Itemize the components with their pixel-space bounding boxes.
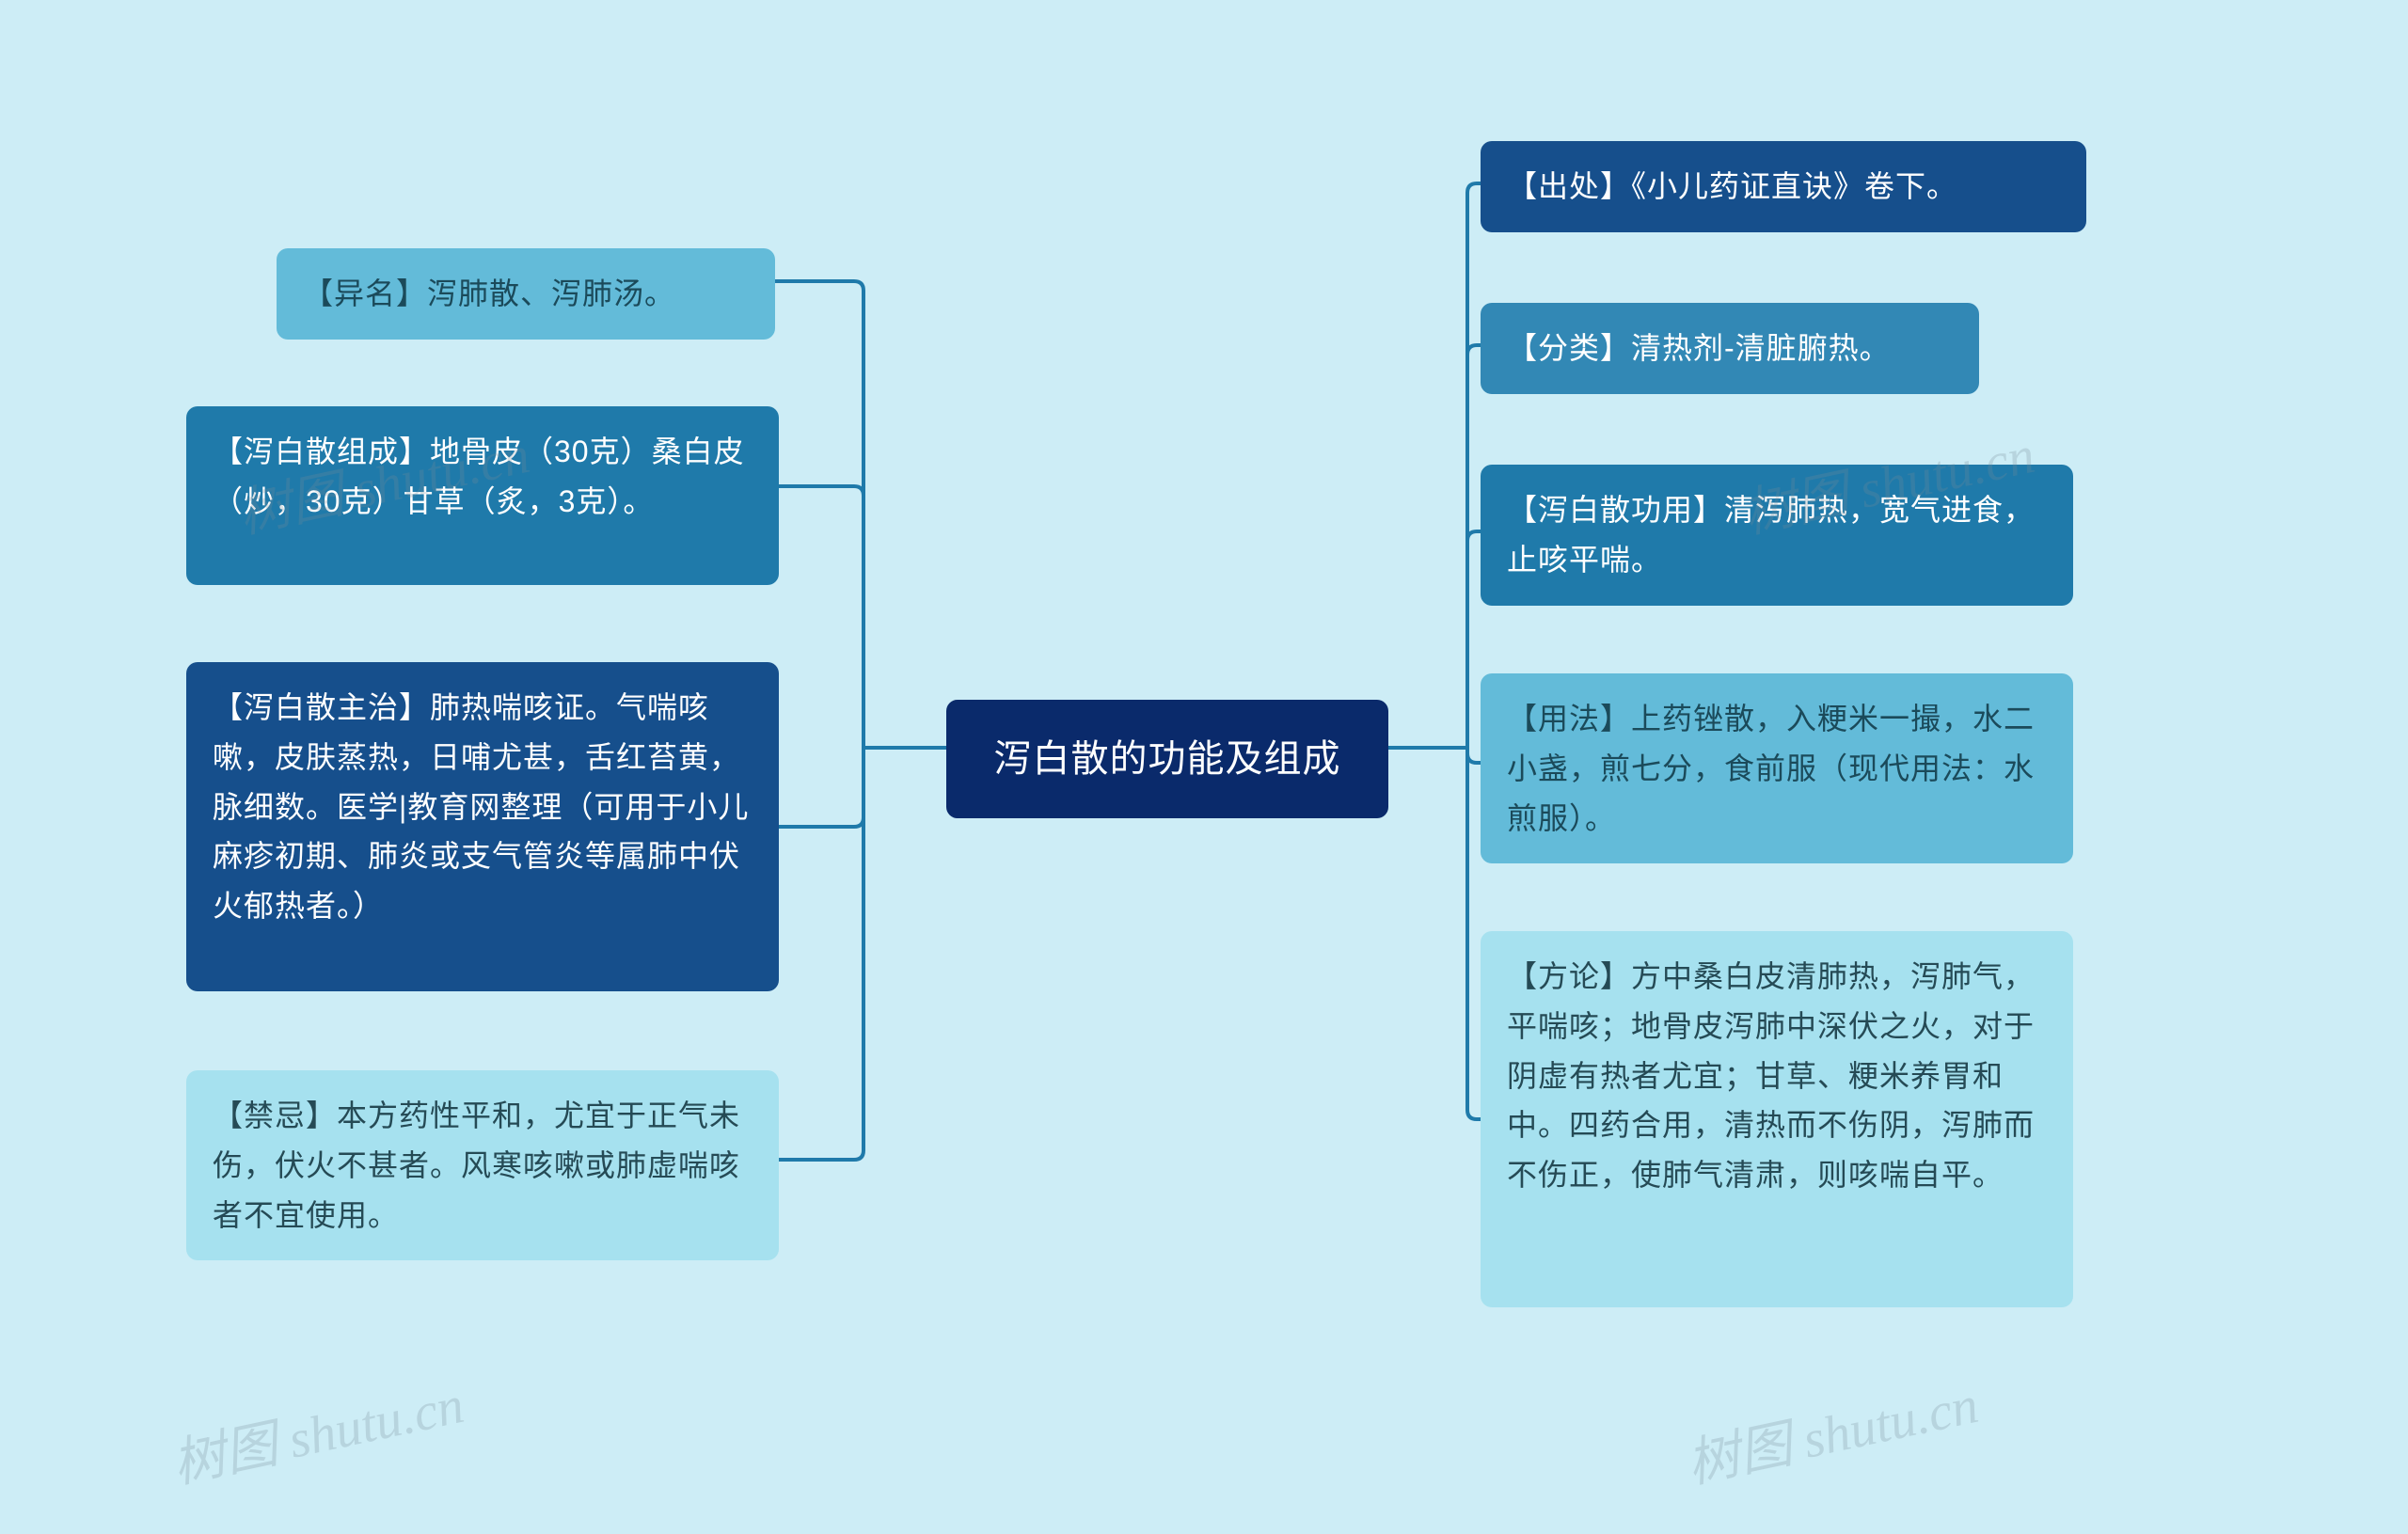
watermark: 树图 shutu.cn — [1679, 1362, 1984, 1498]
right-node-2: 【泻白散功用】清泻肺热，宽气进食，止咳平喘。 — [1481, 465, 2073, 606]
center-node-label: 泻白散的功能及组成 — [994, 738, 1341, 780]
right-node-3: 【用法】上药锉散，入粳米一撮，水二小盏，煎七分，食前服（现代用法：水煎服）。 — [1481, 673, 2073, 863]
left-node-3: 【禁忌】本方药性平和，尤宜于正气未伤，伏火不甚者。风寒咳嗽或肺虚喘咳者不宜使用。 — [186, 1070, 779, 1260]
right-node-1: 【分类】清热剂-清脏腑热。 — [1481, 303, 1979, 394]
left-node-2: 【泻白散主治】肺热喘咳证。气喘咳嗽，皮肤蒸热，日哺尤甚，舌红苔黄，脉细数。医学|… — [186, 662, 779, 991]
right-node-label: 【出处】《小儿药证直诀》卷下。 — [1507, 169, 1957, 203]
left-node-label: 【异名】泻肺散、泻肺汤。 — [303, 277, 675, 310]
right-node-0: 【出处】《小儿药证直诀》卷下。 — [1481, 141, 2086, 232]
left-node-label: 【泻白散主治】肺热喘咳证。气喘咳嗽，皮肤蒸热，日哺尤甚，舌红苔黄，脉细数。医学|… — [213, 690, 749, 923]
left-node-label: 【泻白散组成】地骨皮（30克）桑白皮（炒，30克）甘草（炙，3克）。 — [213, 435, 745, 518]
left-node-label: 【禁忌】本方药性平和，尤宜于正气未伤，伏火不甚者。风寒咳嗽或肺虚喘咳者不宜使用。 — [213, 1099, 740, 1232]
left-node-0: 【异名】泻肺散、泻肺汤。 — [277, 248, 775, 340]
right-node-label: 【用法】上药锉散，入粳米一撮，水二小盏，煎七分，食前服（现代用法：水煎服）。 — [1507, 702, 2035, 835]
right-node-4: 【方论】方中桑白皮清肺热，泻肺气，平喘咳；地骨皮泻肺中深伏之火，对于阴虚有热者尤… — [1481, 931, 2073, 1307]
right-node-label: 【方论】方中桑白皮清肺热，泻肺气，平喘咳；地骨皮泻肺中深伏之火，对于阴虚有热者尤… — [1507, 959, 2035, 1192]
right-node-label: 【泻白散功用】清泻肺热，宽气进食，止咳平喘。 — [1507, 493, 2035, 577]
watermark: 树图 shutu.cn — [165, 1362, 469, 1498]
right-node-label: 【分类】清热剂-清脏腑热。 — [1507, 331, 1891, 365]
left-node-1: 【泻白散组成】地骨皮（30克）桑白皮（炒，30克）甘草（炙，3克）。 — [186, 406, 779, 585]
center-node: 泻白散的功能及组成 — [946, 700, 1388, 818]
